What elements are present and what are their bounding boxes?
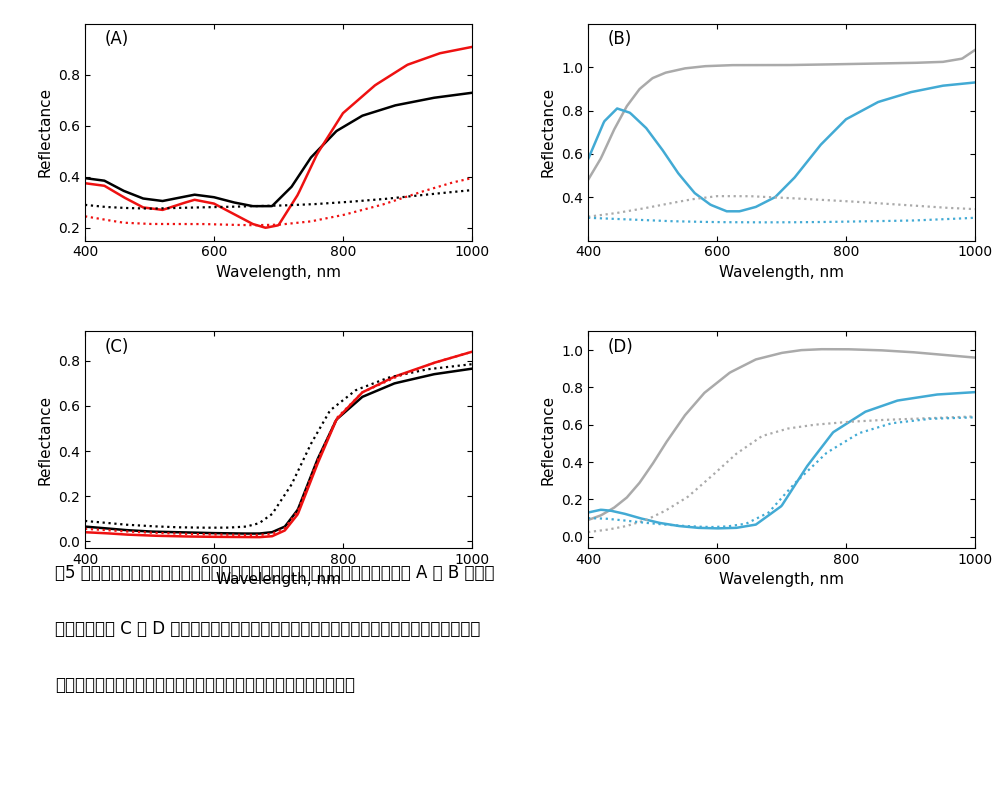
X-axis label: Wavelength, nm: Wavelength, nm: [719, 265, 844, 280]
Y-axis label: Reflectance: Reflectance: [38, 87, 53, 178]
Y-axis label: Reflectance: Reflectance: [541, 87, 556, 178]
Text: (C): (C): [104, 338, 129, 356]
X-axis label: Wavelength, nm: Wavelength, nm: [216, 573, 341, 587]
Text: 图5 使用便携式高光谱相机测量的暴露期前后样品的反射光谱。涂漆样品显示在 A 和 B 中，涂: 图5 使用便携式高光谱相机测量的暴露期前后样品的反射光谱。涂漆样品显示在 A 和…: [55, 564, 494, 582]
Text: 色＝天然靛蓝，红色＝合成靛蓝，蓝色＝商业颜料，灰色＝无色涂层: 色＝天然靛蓝，红色＝合成靛蓝，蓝色＝商业颜料，灰色＝无色涂层: [55, 676, 355, 694]
X-axis label: Wavelength, nm: Wavelength, nm: [719, 573, 844, 587]
Y-axis label: Reflectance: Reflectance: [38, 394, 53, 485]
Text: (D): (D): [607, 338, 633, 356]
Text: (B): (B): [607, 30, 632, 49]
Text: (A): (A): [104, 30, 129, 49]
Y-axis label: Reflectance: Reflectance: [541, 394, 556, 485]
X-axis label: Wavelength, nm: Wavelength, nm: [216, 265, 341, 280]
Text: 漆样品显示在 C 和 D 中。未曝光的样品用实线表示，曝光的样品用虚线表示。样品颜色：黑: 漆样品显示在 C 和 D 中。未曝光的样品用实线表示，曝光的样品用虚线表示。样品…: [55, 620, 480, 638]
